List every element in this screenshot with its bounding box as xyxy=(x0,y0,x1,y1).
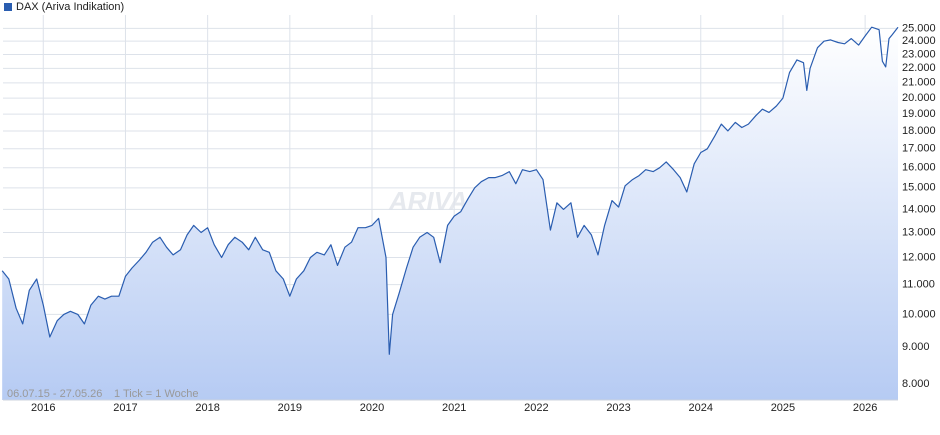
y-tick-label: 8.000 xyxy=(902,378,930,390)
y-tick-label: 21.000 xyxy=(902,77,936,89)
y-tick-label: 14.000 xyxy=(902,203,936,215)
legend-swatch xyxy=(4,3,12,11)
x-tick-label: 2025 xyxy=(771,402,795,414)
y-tick-label: 22.000 xyxy=(902,62,936,74)
y-tick-label: 25.000 xyxy=(902,22,936,34)
x-tick-label: 2019 xyxy=(278,402,302,414)
x-tick-label: 2020 xyxy=(360,402,384,414)
y-tick-label: 12.000 xyxy=(902,251,936,263)
x-tick-label: 2016 xyxy=(31,402,55,414)
y-tick-label: 11.000 xyxy=(902,279,935,291)
x-tick-label: 2021 xyxy=(442,402,466,414)
y-tick-label: 24.000 xyxy=(902,35,936,47)
y-tick-label: 17.000 xyxy=(902,143,936,155)
y-tick-label: 15.000 xyxy=(902,182,936,194)
x-tick-label: 2022 xyxy=(524,402,548,414)
y-tick-label: 23.000 xyxy=(902,48,936,60)
y-tick-label: 20.000 xyxy=(902,92,936,104)
date-range: 06.07.15 - 27.05.26 xyxy=(7,388,102,400)
y-tick-label: 16.000 xyxy=(902,162,936,174)
x-tick-label: 2026 xyxy=(853,402,877,414)
x-tick-label: 2024 xyxy=(689,402,713,414)
area-fill xyxy=(2,27,898,400)
y-tick-label: 18.000 xyxy=(902,125,936,137)
tick-note: 1 Tick = 1 Woche xyxy=(114,388,198,400)
price-line xyxy=(1,26,899,355)
x-tick-label: 2023 xyxy=(606,402,630,414)
y-tick-label: 10.000 xyxy=(902,308,936,320)
y-tick-label: 9.000 xyxy=(902,341,930,353)
y-tick-label: 13.000 xyxy=(902,226,936,238)
x-tick-label: 2018 xyxy=(195,402,219,414)
x-tick-label: 2017 xyxy=(113,402,137,414)
y-tick-label: 19.000 xyxy=(902,108,936,120)
legend-label: DAX (Ariva Indikation) xyxy=(16,1,124,13)
